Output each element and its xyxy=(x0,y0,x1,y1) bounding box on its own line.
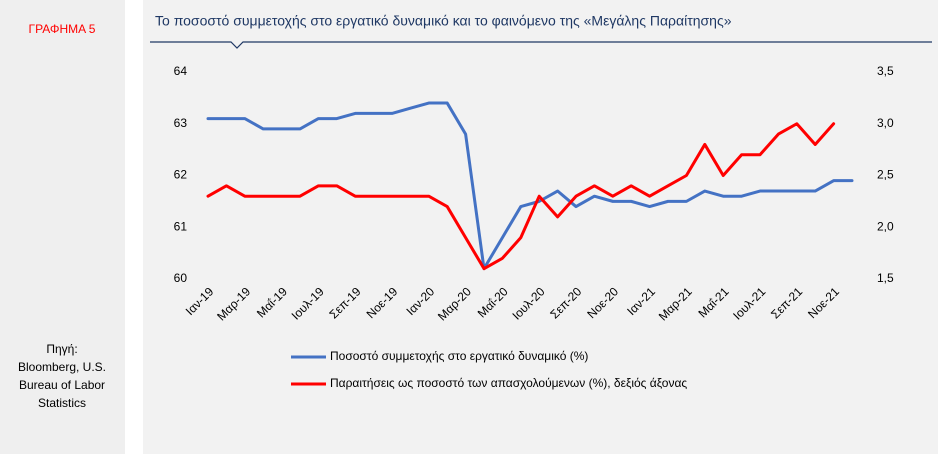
source-line: Statistics xyxy=(38,396,86,410)
chart-title: Το ποσοστό συμμετοχής στο εργατικό δυναμ… xyxy=(155,13,732,29)
series-line xyxy=(206,101,854,271)
y-tick-label: 61 xyxy=(174,219,188,233)
source-line: Πηγή: xyxy=(46,342,77,356)
title-rule xyxy=(150,41,932,49)
legend-label: Ποσοστό συμμετοχής στο εργατικό δυναμικό… xyxy=(330,349,588,363)
y2-tick-label: 3,0 xyxy=(877,116,894,130)
y-tick-label: 62 xyxy=(174,168,188,182)
legend-label: Παραιτήσεις ως ποσοστό των απασχολούμενω… xyxy=(330,376,687,390)
y-tick-label: 64 xyxy=(174,64,188,78)
source-line: Bloomberg, U.S. xyxy=(18,360,106,374)
chart-panel xyxy=(143,0,938,454)
series-line xyxy=(206,122,836,271)
y2-tick-label: 2,0 xyxy=(877,219,894,233)
y2-tick-label: 3,5 xyxy=(877,64,894,78)
y-tick-label: 63 xyxy=(174,116,188,130)
y2-tick-label: 1,5 xyxy=(877,271,894,285)
figure-label: ΓΡΑΦΗΜΑ 5 xyxy=(29,22,96,36)
source-line: Bureau of Labor xyxy=(19,378,105,392)
sidebar xyxy=(0,0,125,454)
y-tick-label: 60 xyxy=(174,271,188,285)
y2-tick-label: 2,5 xyxy=(877,168,894,182)
